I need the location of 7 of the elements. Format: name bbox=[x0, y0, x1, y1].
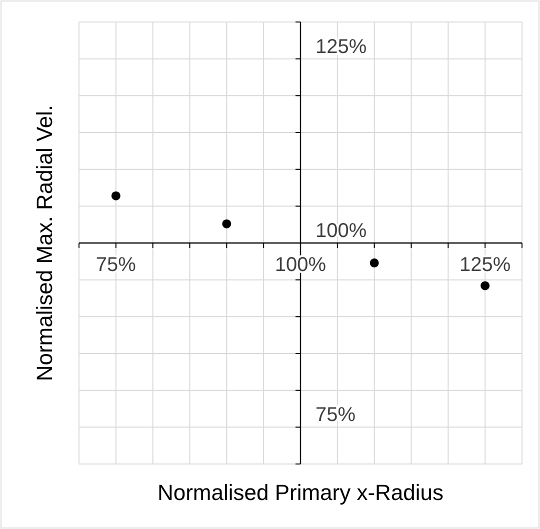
y-tick-label: 100% bbox=[316, 220, 367, 242]
y-tick-label: 125% bbox=[316, 36, 367, 58]
x-tick-label: 75% bbox=[96, 254, 136, 276]
y-tick-label: 75% bbox=[316, 404, 356, 426]
y-axis-title: Normalised Max. Radial Vel. bbox=[32, 104, 57, 382]
x-tick-label: 125% bbox=[460, 254, 511, 276]
x-axis-title: Normalised Primary x-Radius bbox=[157, 480, 444, 505]
